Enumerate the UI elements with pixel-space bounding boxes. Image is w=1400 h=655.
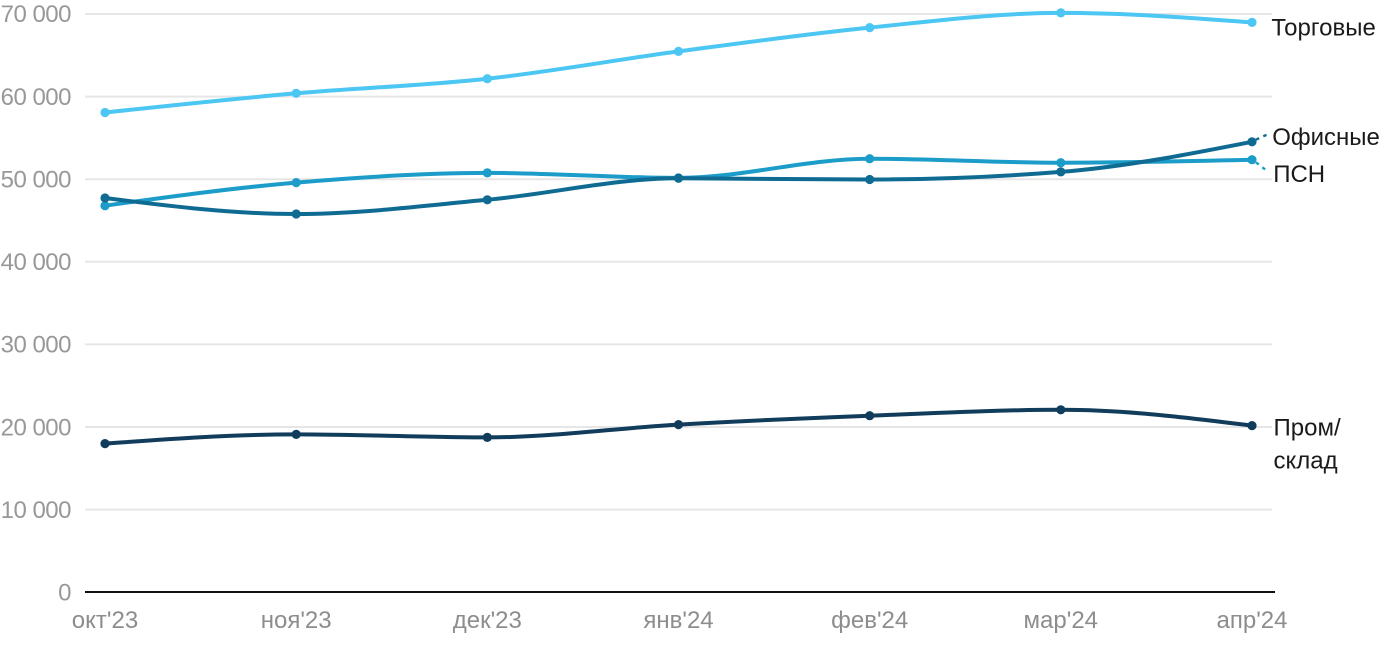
svg-text:40 000: 40 000 [1, 249, 72, 276]
svg-text:окт'23: окт'23 [72, 607, 138, 634]
svg-text:60 000: 60 000 [1, 84, 72, 111]
svg-text:фев'24: фев'24 [831, 607, 908, 634]
svg-text:50 000: 50 000 [1, 167, 72, 194]
svg-text:Пром/: Пром/ [1274, 415, 1341, 442]
svg-text:Торговые: Торговые [1271, 15, 1375, 42]
svg-text:ПСН: ПСН [1273, 161, 1325, 188]
svg-text:Офисные: Офисные [1272, 124, 1380, 151]
svg-text:0: 0 [58, 580, 71, 607]
svg-text:30 000: 30 000 [1, 332, 72, 359]
svg-text:склад: склад [1274, 447, 1338, 474]
svg-text:20 000: 20 000 [1, 414, 72, 441]
svg-text:янв'24: янв'24 [643, 607, 713, 634]
svg-text:70 000: 70 000 [1, 1, 72, 28]
svg-text:10 000: 10 000 [1, 497, 72, 524]
svg-text:апр'24: апр'24 [1217, 607, 1288, 634]
svg-text:дек'23: дек'23 [453, 607, 522, 634]
svg-text:мар'24: мар'24 [1024, 607, 1098, 634]
svg-text:ноя'23: ноя'23 [261, 607, 332, 634]
